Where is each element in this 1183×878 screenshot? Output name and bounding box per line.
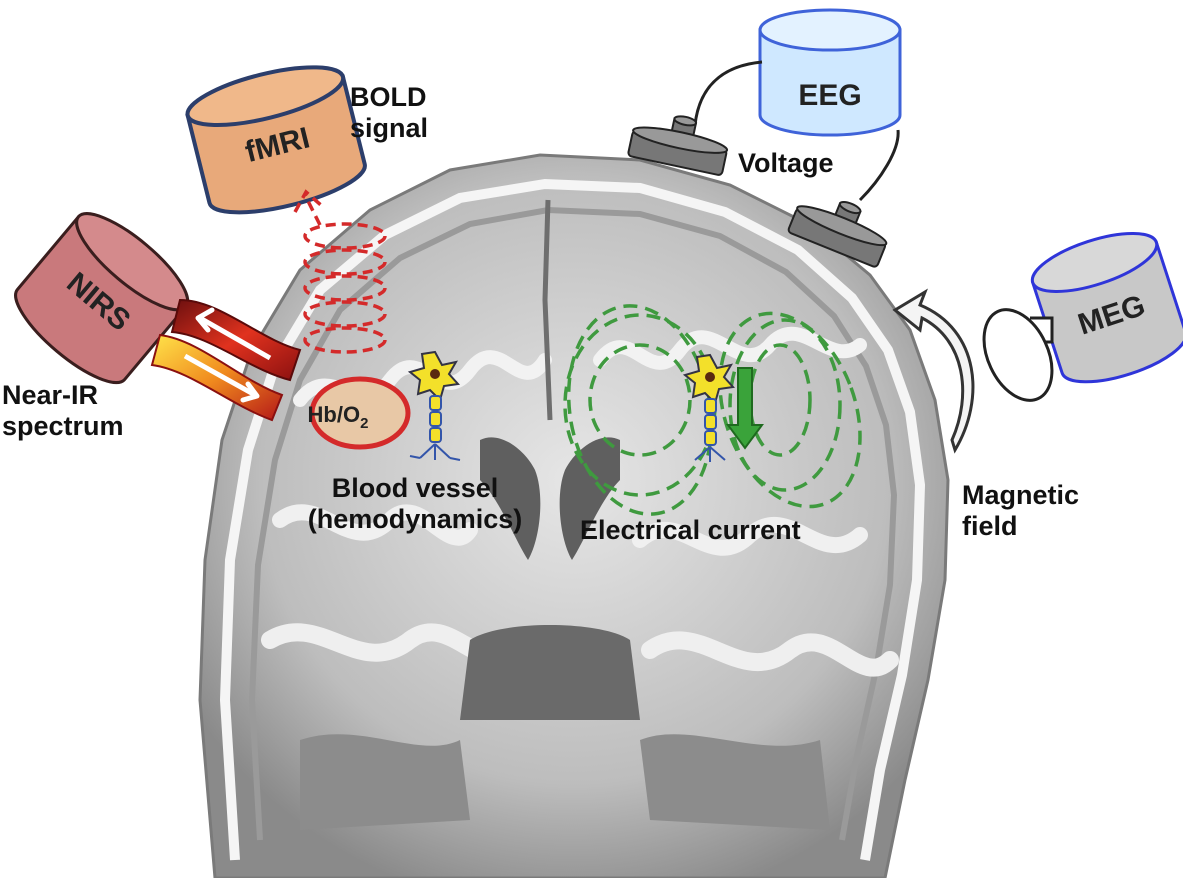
eeg-device: EEG xyxy=(758,8,902,137)
current-arrow xyxy=(726,367,764,450)
blood-vessel: Hb/O2 xyxy=(308,376,411,450)
eeg-electrode-2 xyxy=(787,201,888,268)
magnetic-line2: field xyxy=(962,511,1018,541)
neuron-left xyxy=(407,350,461,461)
near-ir-label: Near-IR spectrum xyxy=(2,380,124,442)
electrical-current-label: Electrical current xyxy=(580,515,801,545)
eeg-wires xyxy=(693,60,900,202)
blood-vessel-label: Blood vessel (hemodynamics) xyxy=(280,473,550,535)
magnetic-field-label: Magnetic field xyxy=(962,480,1079,542)
voltage-label: Voltage xyxy=(738,148,834,178)
bold-signal-label: BOLD signal xyxy=(350,82,450,144)
neuron-right xyxy=(682,353,735,462)
bold-label-line2: signal xyxy=(350,113,429,143)
near-ir-beams xyxy=(150,298,302,422)
magnetic-line1: Magnetic xyxy=(962,480,1080,510)
magnetic-field-arrow xyxy=(892,288,975,454)
hb-o2-label: Hb/O2 xyxy=(308,402,369,432)
meg-device: MEG xyxy=(1030,231,1183,384)
eeg-label: EEG xyxy=(798,79,861,112)
bold-label-line1: BOLD xyxy=(350,82,427,112)
fmri-device: fMRI xyxy=(185,65,367,215)
meg-sensor-coil xyxy=(982,308,1054,402)
eeg-electrode-1 xyxy=(627,115,729,176)
bold-signal-helix xyxy=(293,189,387,354)
nirs-device: NIRS xyxy=(14,212,190,384)
blood-vessel-line2: (hemodynamics) xyxy=(307,504,523,534)
near-ir-line1: Near-IR xyxy=(2,380,99,410)
blood-vessel-line1: Blood vessel xyxy=(331,473,499,503)
near-ir-line2: spectrum xyxy=(2,411,124,441)
